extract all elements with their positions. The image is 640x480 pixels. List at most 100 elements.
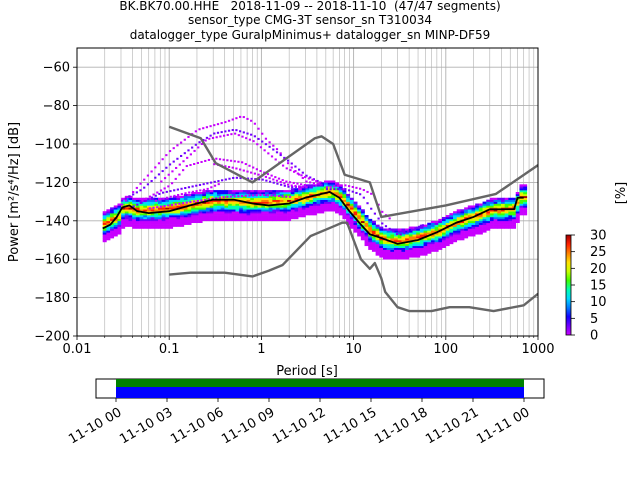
heatmap-cell: [264, 199, 269, 202]
heatmap-cell: [386, 230, 391, 233]
heatmap-cell: [161, 222, 166, 225]
heatmap-cell: [128, 213, 133, 216]
outlier-cell: [235, 129, 238, 132]
outlier-cell: [207, 158, 211, 161]
heatmap-cell: [294, 209, 299, 212]
heatmap-cell: [360, 211, 365, 214]
heatmap-cell: [183, 222, 188, 225]
heatmap-cell: [519, 211, 524, 214]
heatmap-cell: [169, 222, 174, 225]
heatmap-cell: [158, 224, 163, 227]
heatmap-cell: [143, 220, 148, 224]
heatmap-cell: [408, 236, 413, 239]
outlier-cell: [291, 186, 294, 189]
heatmap-cell: [438, 238, 443, 241]
heatmap-cell: [117, 222, 122, 225]
heatmap-cell: [353, 213, 358, 216]
heatmap-cell: [408, 241, 413, 245]
heatmap-cell: [360, 213, 365, 216]
heatmap-cell: [102, 213, 107, 216]
heatmap-cell: [316, 203, 321, 206]
outlier-cell: [248, 138, 251, 141]
heatmap-cell: [497, 226, 502, 229]
outlier-cell: [227, 119, 231, 122]
outlier-cell: [347, 189, 351, 192]
heatmap-cell: [519, 201, 524, 204]
heatmap-cell: [290, 188, 295, 191]
heatmap-cell: [213, 209, 218, 212]
outlier-cell: [303, 184, 306, 187]
heatmap-cell: [335, 211, 340, 214]
heatmap-cell: [172, 222, 177, 225]
outlier-cell: [301, 176, 304, 179]
heatmap-cell: [165, 213, 170, 216]
heatmap-cell: [298, 199, 303, 202]
heatmap-cell: [342, 190, 347, 193]
heatmap-cell: [139, 209, 144, 212]
outlier-cell: [132, 205, 135, 208]
heatmap-cell: [467, 209, 472, 212]
heatmap-cell: [427, 251, 432, 254]
heatmap-cell: [349, 218, 354, 222]
outlier-cell: [279, 154, 282, 157]
heatmap-cell: [515, 192, 520, 195]
heatmap-cell: [371, 230, 376, 233]
heatmap-cell: [143, 224, 148, 227]
outlier-cell: [191, 190, 195, 193]
heatmap-cell: [139, 224, 144, 227]
heatmap-cell: [276, 209, 281, 212]
heatmap-cell: [150, 197, 155, 200]
heatmap-cell: [301, 215, 306, 218]
heatmap-cell: [460, 224, 465, 227]
heatmap-cell: [427, 240, 432, 243]
heatmap-cell: [467, 234, 472, 237]
heatmap-cell: [279, 216, 284, 220]
heatmap-cell: [183, 207, 188, 210]
heatmap-cell: [430, 224, 435, 227]
heatmap-cell: [161, 215, 166, 218]
heatmap-cell: [456, 226, 461, 229]
heatmap-cell: [453, 234, 458, 237]
heatmap-cell: [338, 211, 343, 214]
outlier-cell: [301, 185, 304, 188]
outlier-cell: [301, 171, 304, 174]
heatmap-cell: [331, 205, 336, 208]
heatmap-cell: [309, 186, 314, 189]
heatmap-cell: [482, 216, 487, 220]
outlier-cell: [172, 160, 175, 163]
outlier-cell: [312, 182, 315, 185]
heatmap-cell: [327, 195, 332, 199]
heatmap-cell: [121, 213, 126, 216]
heatmap-cell: [346, 216, 351, 220]
heatmap-cell: [478, 232, 483, 235]
heatmap-cell: [194, 218, 199, 222]
heatmap-cell: [475, 213, 480, 216]
heatmap-cell: [523, 203, 528, 206]
heatmap-cell: [220, 209, 225, 212]
heatmap-cell: [294, 211, 299, 214]
outlier-cell: [224, 165, 227, 168]
heatmap-cell: [441, 238, 446, 241]
heatmap-cell: [294, 190, 299, 193]
heatmap-cell: [501, 226, 505, 229]
outlier-cell: [351, 185, 354, 188]
heatmap-cell: [408, 232, 413, 235]
heatmap-cell: [231, 216, 236, 220]
heatmap-cell: [335, 209, 340, 212]
heatmap-cell: [467, 226, 472, 229]
outlier-cell: [175, 166, 178, 169]
heatmap-cell: [305, 213, 310, 216]
outlier-cell: [213, 132, 216, 135]
heatmap-cell: [486, 216, 491, 220]
heatmap-cell: [205, 207, 210, 210]
heatmap-cell: [357, 213, 362, 216]
outlier-cell: [384, 225, 388, 228]
heatmap-cell: [121, 220, 126, 224]
heatmap-cell: [475, 230, 480, 233]
heatmap-cell: [523, 188, 528, 191]
heatmap-cell: [213, 207, 218, 210]
heatmap-cell: [419, 245, 424, 248]
heatmap-cell: [172, 201, 177, 204]
heatmap-cell: [416, 230, 421, 233]
heatmap-cell: [143, 215, 148, 218]
